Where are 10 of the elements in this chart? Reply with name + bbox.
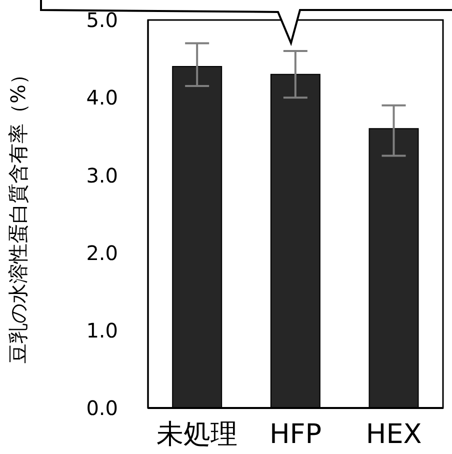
y-tick-label: 3.0 xyxy=(86,163,118,188)
y-tick-label: 5.0 xyxy=(86,8,118,32)
y-tick-label: 1.0 xyxy=(86,318,118,342)
x-tick-label: 未処理 xyxy=(156,419,238,450)
x-tick-label: HEX xyxy=(366,419,422,450)
x-tick-label: HFP xyxy=(269,419,322,450)
y-axis-title: 豆乳の水溶性蛋白質含有率（%） xyxy=(6,64,30,364)
y-tick-label: 2.0 xyxy=(86,240,118,265)
y-tick-label: 0.0 xyxy=(86,396,118,420)
y-tick-label: 4.0 xyxy=(86,86,118,110)
